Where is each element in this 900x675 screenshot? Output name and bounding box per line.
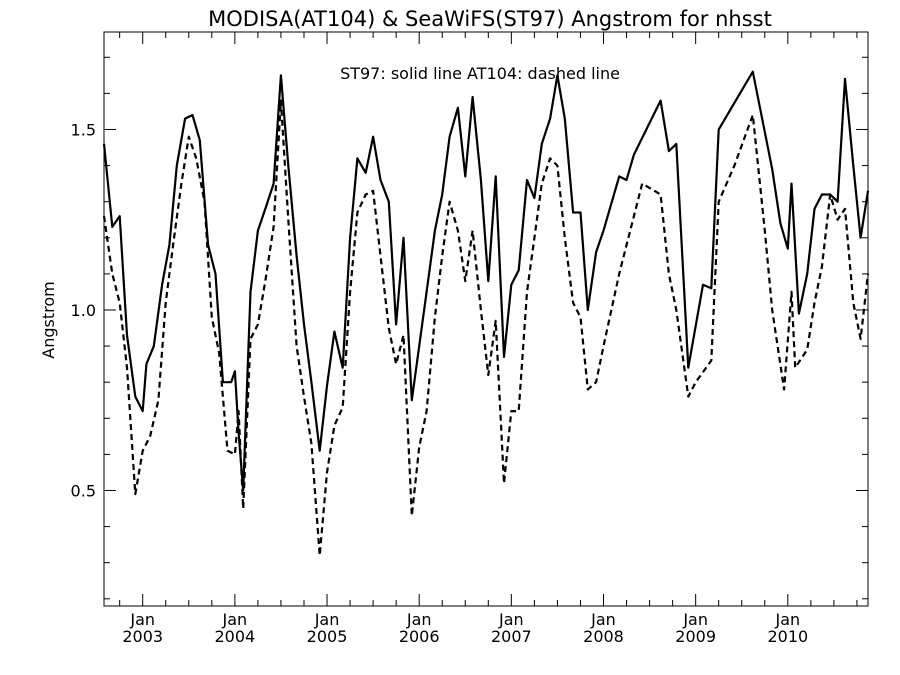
x-tick-year-label: 2006 bbox=[399, 627, 440, 646]
plot-area: 0.51.01.5Jan2003Jan2004Jan2005Jan2006Jan… bbox=[71, 31, 870, 646]
x-tick-month-label: Jan bbox=[406, 610, 432, 629]
y-tick-label: 1.5 bbox=[71, 120, 96, 139]
series-line-st97 bbox=[102, 70, 870, 492]
x-tick-year-label: 2009 bbox=[675, 627, 716, 646]
x-tick-month-label: Jan bbox=[682, 610, 708, 629]
x-tick-month-label: Jan bbox=[129, 610, 155, 629]
y-tick-label: 0.5 bbox=[71, 481, 96, 500]
x-tick-month-label: Jan bbox=[774, 610, 800, 629]
x-tick-year-label: 2004 bbox=[215, 627, 256, 646]
x-tick-year-label: 2010 bbox=[767, 627, 808, 646]
series-style-note: ST97: solid line AT104: dashed line bbox=[340, 64, 620, 83]
x-tick-month-label: Jan bbox=[314, 610, 340, 629]
plot-frame bbox=[103, 31, 869, 607]
x-tick-month-label: Jan bbox=[222, 610, 248, 629]
chart-title: MODISA(AT104) & SeaWiFS(ST97) Angstrom f… bbox=[208, 7, 772, 31]
x-tick-month-label: Jan bbox=[498, 610, 524, 629]
x-tick-year-label: 2003 bbox=[122, 627, 163, 646]
x-tick-year-label: 2007 bbox=[491, 627, 532, 646]
x-tick-month-label: Jan bbox=[590, 610, 616, 629]
y-axis-title: Angstrom bbox=[39, 281, 58, 358]
x-tick-year-label: 2005 bbox=[307, 627, 348, 646]
y-tick-label: 1.0 bbox=[71, 301, 96, 320]
x-tick-year-label: 2008 bbox=[583, 627, 624, 646]
